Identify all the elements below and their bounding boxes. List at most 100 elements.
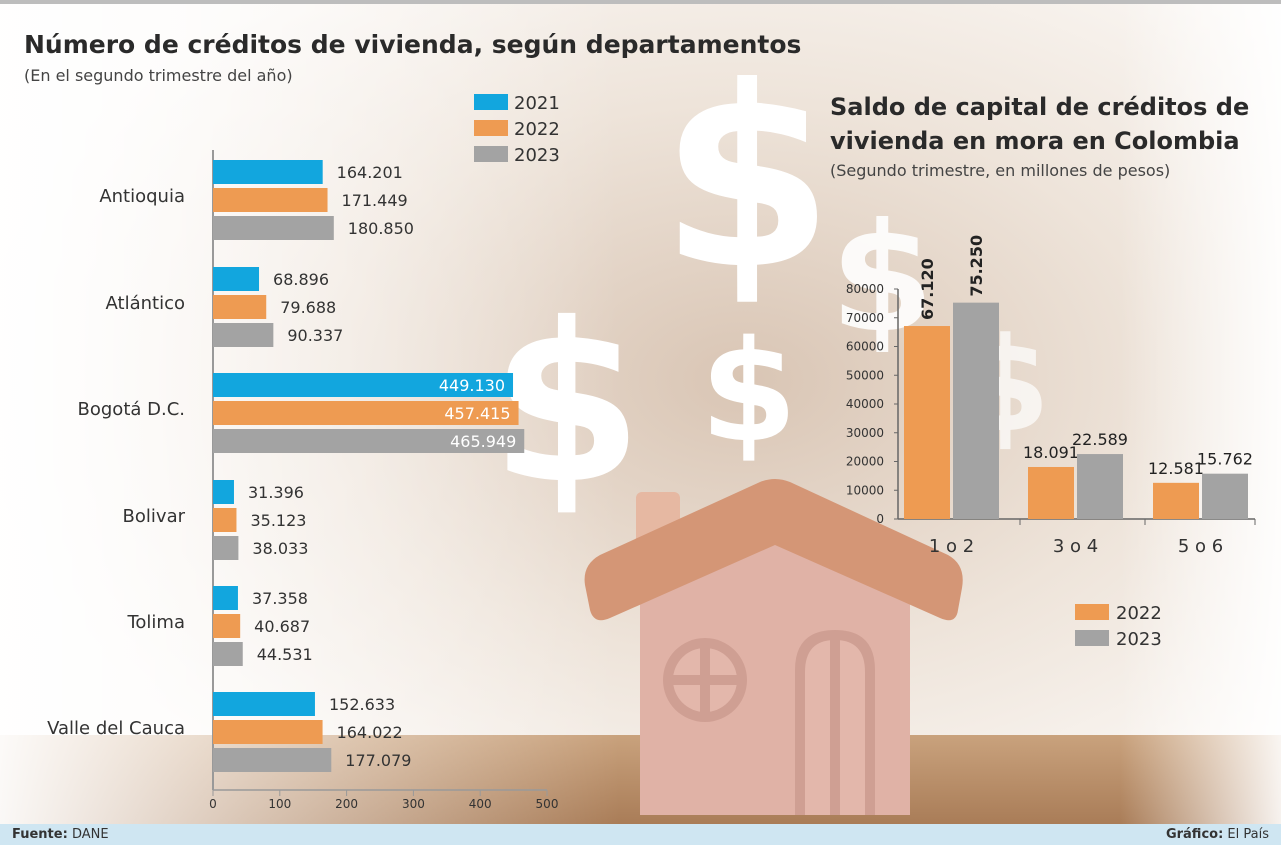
bar-2021 <box>213 692 315 716</box>
data-label: 18.091 <box>1023 443 1079 462</box>
y-tick-label: 70000 <box>846 311 884 325</box>
bar-2022 <box>904 326 950 519</box>
x-tick-label: 500 <box>536 797 559 811</box>
category-label: 1 o 2 <box>929 536 974 557</box>
bar-2022 <box>213 188 328 212</box>
y-tick-label: 80000 <box>846 282 884 296</box>
bar-2023 <box>1077 454 1123 519</box>
category-label: Valle del Cauca <box>47 718 185 739</box>
data-label: 465.949 <box>450 432 516 451</box>
data-label: 44.531 <box>257 645 313 664</box>
data-label: 449.130 <box>439 376 505 395</box>
data-label: 15.762 <box>1197 450 1253 469</box>
credit-label: Gráfico: <box>1165 827 1224 842</box>
category-label: 5 o 6 <box>1178 536 1223 557</box>
legend-swatch-2022 <box>1075 604 1109 620</box>
credit-value: El País <box>1227 827 1269 842</box>
legend-label-2023: 2023 <box>1116 629 1162 650</box>
bar-2022 <box>213 614 241 638</box>
chart-title-left: Número de créditos de vivienda, según de… <box>24 30 802 59</box>
bar-2021 <box>213 160 323 184</box>
chart-subtitle-left: (En el segundo trimestre del año) <box>24 66 293 85</box>
data-label: 38.033 <box>252 539 308 558</box>
chart-subtitle-right: (Segundo trimestre, en millones de pesos… <box>830 161 1171 180</box>
credit-note: Gráfico: El País <box>1166 827 1269 842</box>
legend-swatch-2022 <box>474 120 508 136</box>
data-label: 457.415 <box>444 404 510 423</box>
bar-2023 <box>953 302 999 519</box>
bar-2023 <box>213 748 332 772</box>
category-label: Antioquia <box>99 186 185 207</box>
source-note: Fuente: DANE <box>12 827 109 842</box>
footer-bar: Fuente: DANE Gráfico: El País <box>0 824 1281 845</box>
data-label: 180.850 <box>348 219 414 238</box>
y-tick-label: 40000 <box>846 397 884 411</box>
data-label: 37.358 <box>252 589 308 608</box>
data-label: 75.250 <box>967 235 986 297</box>
y-tick-label: 20000 <box>846 455 884 469</box>
legend-label-2022: 2022 <box>514 119 560 140</box>
data-label: 177.079 <box>345 751 411 770</box>
y-tick-label: 30000 <box>846 426 884 440</box>
data-label: 67.120 <box>918 258 937 320</box>
data-label: 171.449 <box>342 191 408 210</box>
y-tick-label: 50000 <box>846 368 884 382</box>
bar-2021 <box>213 373 514 397</box>
x-tick-label: 200 <box>335 797 358 811</box>
y-tick-label: 10000 <box>846 483 884 497</box>
category-label: Bogotá D.C. <box>78 399 185 420</box>
svg-text:$: $ <box>660 33 834 324</box>
chart-title-right-line1: Saldo de capital de créditos de <box>830 93 1250 121</box>
bar-2022 <box>213 508 237 532</box>
x-tick-label: 300 <box>402 797 425 811</box>
data-label: 35.123 <box>250 511 306 530</box>
x-tick-label: 100 <box>268 797 291 811</box>
bar-2022 <box>213 295 267 319</box>
category-label: 3 o 4 <box>1053 536 1098 557</box>
bar-2022 <box>213 401 519 425</box>
bar-2021 <box>213 480 234 504</box>
house-illustration <box>584 479 963 815</box>
bar-2022 <box>213 720 323 744</box>
bar-2023 <box>213 642 243 666</box>
data-label: 90.337 <box>287 326 343 345</box>
source-value: DANE <box>71 827 109 842</box>
bar-2023 <box>213 323 274 347</box>
legend-label-2023: 2023 <box>514 145 560 166</box>
bar-2021 <box>213 586 238 610</box>
y-tick-label: 0 <box>876 512 884 526</box>
data-label: 164.201 <box>337 163 403 182</box>
top-border <box>0 0 1281 4</box>
x-tick-label: 400 <box>469 797 492 811</box>
y-tick-label: 60000 <box>846 340 884 354</box>
legend-label-2022: 2022 <box>1116 603 1162 624</box>
bar-2023 <box>213 429 525 453</box>
data-label: 152.633 <box>329 695 395 714</box>
bar-2023 <box>213 536 239 560</box>
data-label: 40.687 <box>254 617 310 636</box>
legend-swatch-2021 <box>474 94 508 110</box>
category-label: Bolivar <box>123 506 186 527</box>
svg-text:$: $ <box>700 311 797 474</box>
category-label: Atlántico <box>106 293 185 314</box>
bar-2022 <box>1028 466 1074 519</box>
legend-swatch-2023 <box>1075 630 1109 646</box>
data-label: 12.581 <box>1148 459 1204 478</box>
data-label: 22.589 <box>1072 430 1128 449</box>
data-label: 68.896 <box>273 270 329 289</box>
chart-title-right: Saldo de capital de créditos de vivienda… <box>830 90 1270 158</box>
data-label: 164.022 <box>337 723 403 742</box>
data-label: 31.396 <box>248 483 304 502</box>
x-tick-label: 0 <box>209 797 217 811</box>
legend-swatch-2023 <box>474 146 508 162</box>
source-label: Fuente: <box>12 827 68 842</box>
bar-2023 <box>213 216 334 240</box>
bar-2023 <box>1202 473 1248 519</box>
data-label: 79.688 <box>280 298 336 317</box>
category-label: Tolima <box>126 612 185 633</box>
